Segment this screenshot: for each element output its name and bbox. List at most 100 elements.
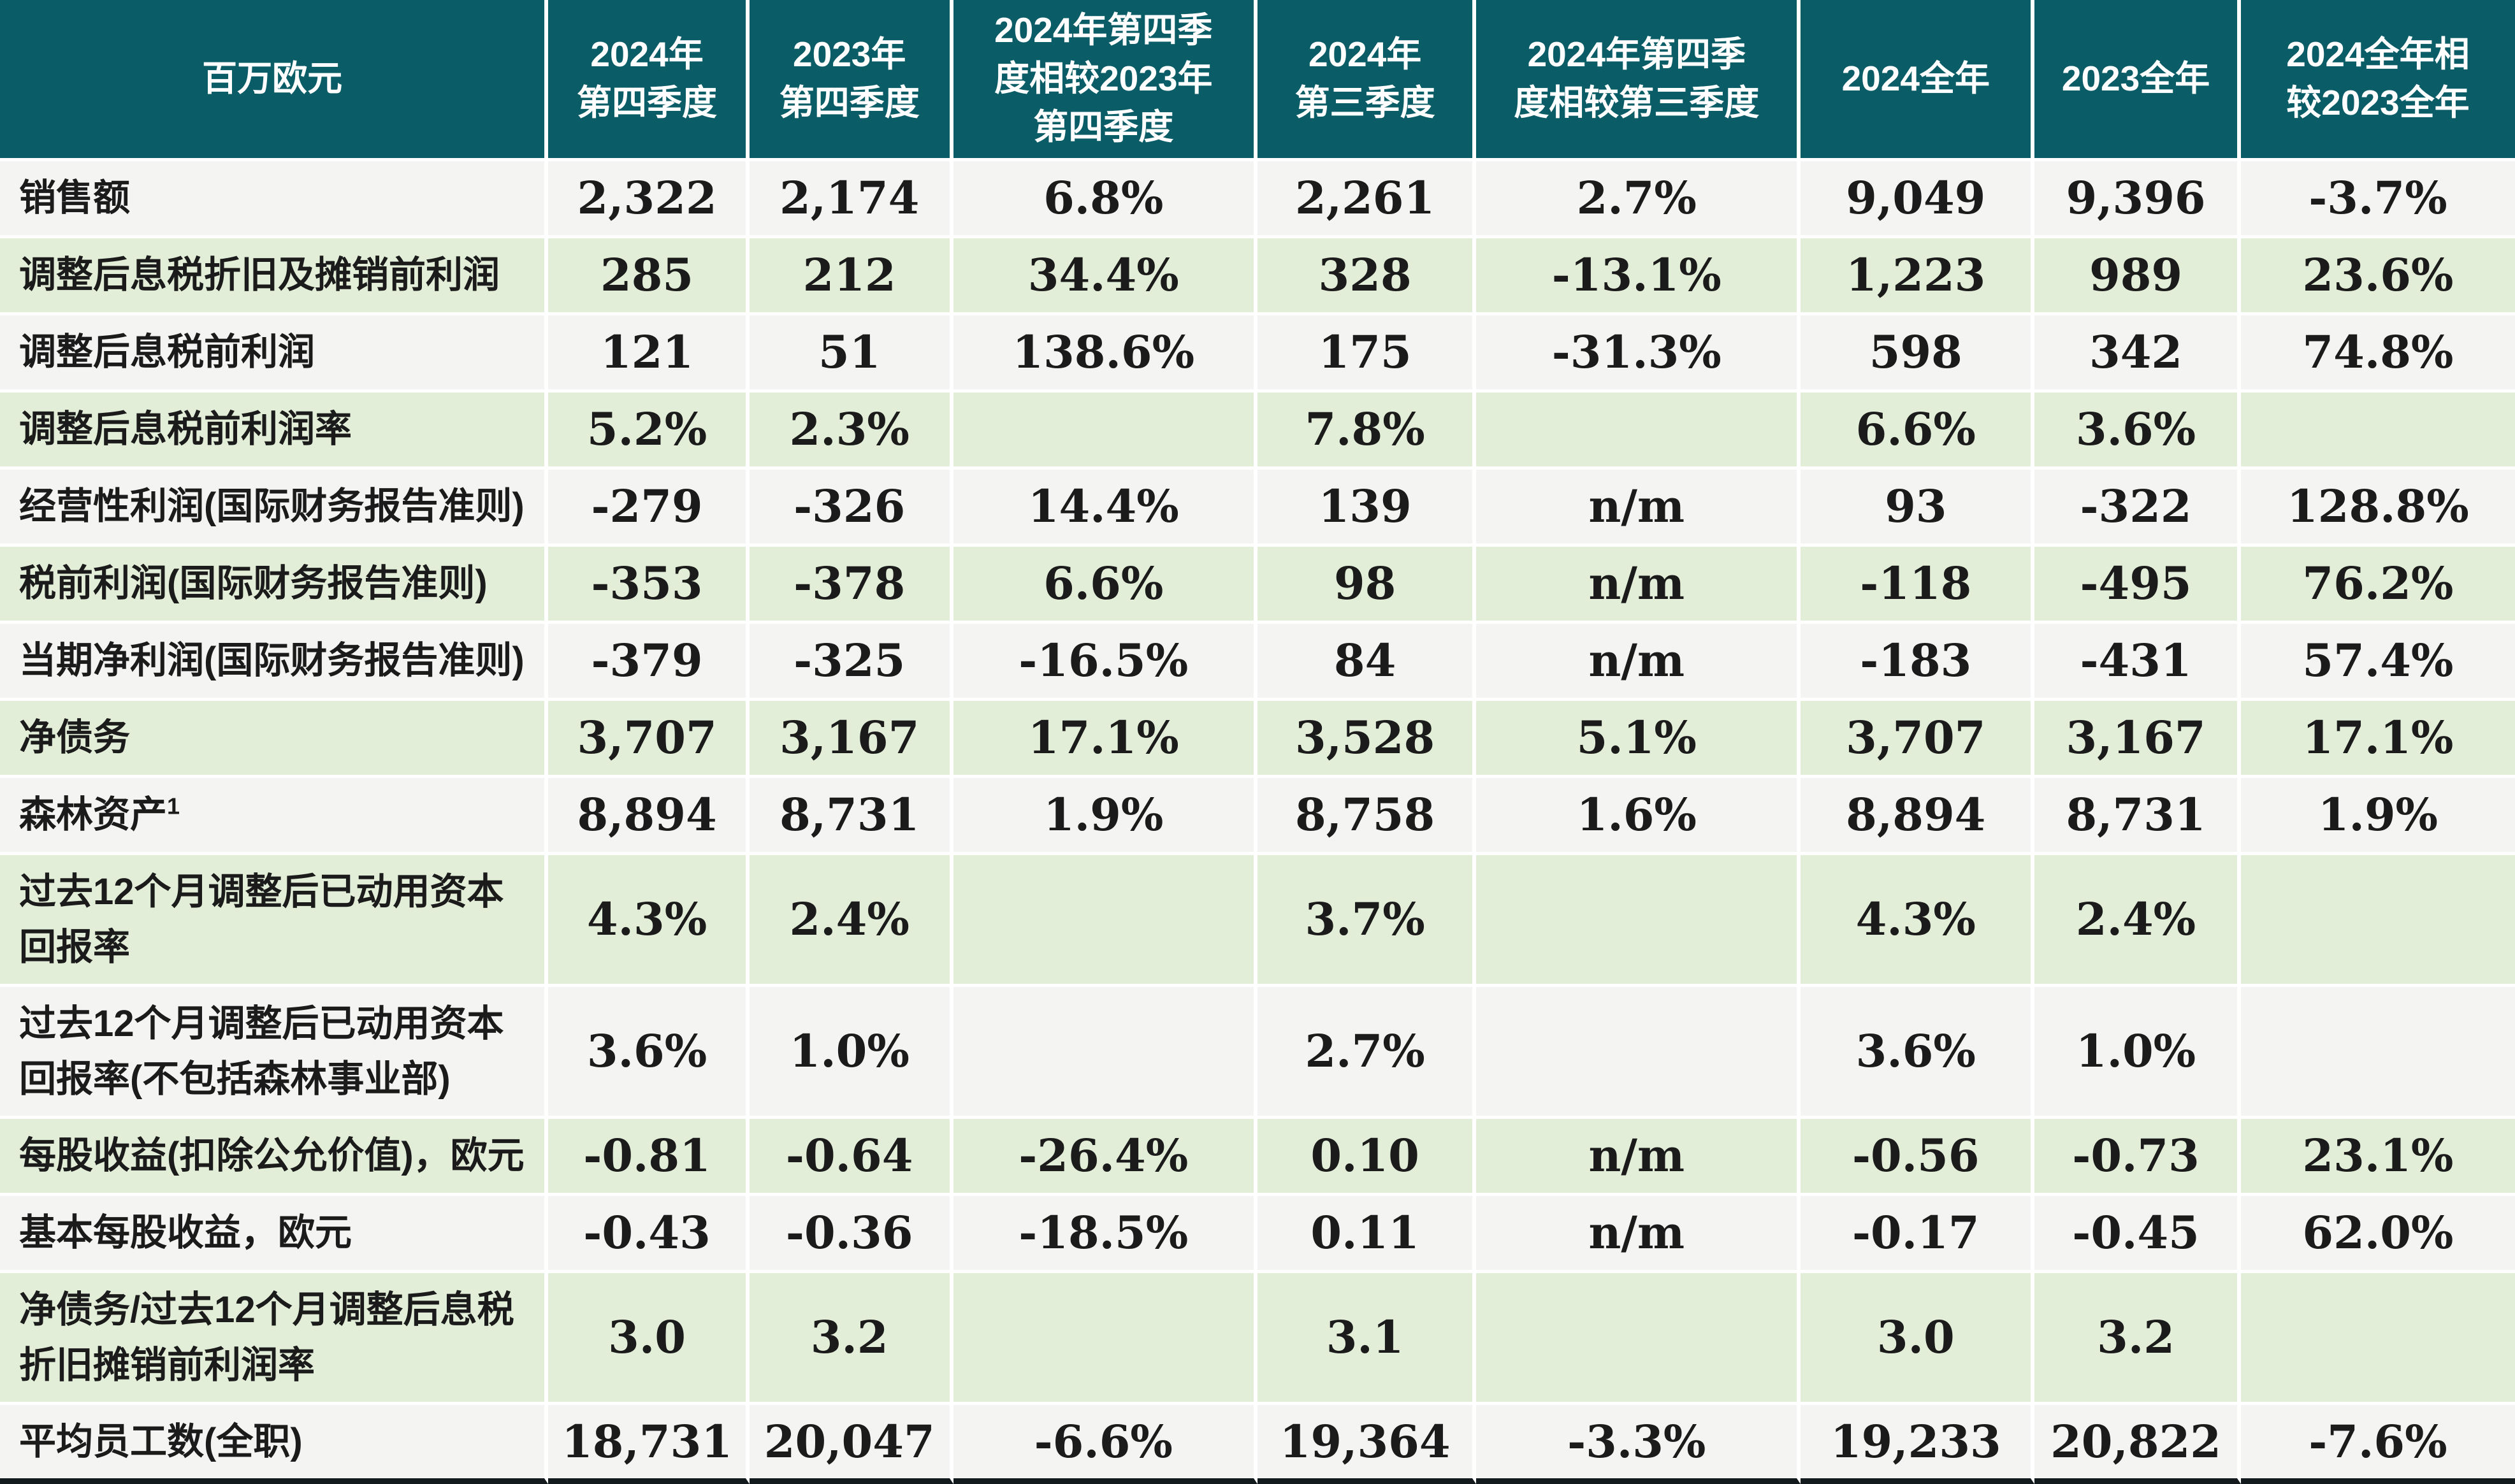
row-label-cell: 调整后息税前利润 xyxy=(0,315,549,393)
value-cell: -7.6% xyxy=(2240,1404,2515,1484)
value-cell: 8,894 xyxy=(548,777,750,855)
row-label-cell: 基本每股收益，欧元 xyxy=(0,1195,549,1273)
row-label: 净债务/过去12个月调整后息税 折旧摊销前利润率 xyxy=(19,1288,514,1386)
value-cell: 2,174 xyxy=(749,161,953,238)
row-label: 调整后息税折旧及摊销前利润 xyxy=(19,254,500,296)
value-cell: -0.56 xyxy=(1801,1118,2035,1196)
row-label: 每股收益(扣除公允价值)，欧元 xyxy=(19,1135,525,1177)
row-label-cell: 过去12个月调整后已动用资本 回报率 xyxy=(0,854,549,987)
value-cell: -3.7% xyxy=(2240,161,2515,238)
row-label-cell: 森林资产1 xyxy=(0,777,549,855)
value-cell: 6.6% xyxy=(953,546,1258,624)
table-body: 销售额 2,322 2,174 6.8% 2,261 2.7% 9,049 9,… xyxy=(0,161,2515,1484)
value-cell: 3.2 xyxy=(749,1272,953,1405)
row-label-cell: 调整后息税折旧及摊销前利润 xyxy=(0,238,549,315)
row-label: 过去12个月调整后已动用资本 回报率(不包括森林事业部) xyxy=(19,1002,504,1100)
value-cell xyxy=(2240,1272,2515,1405)
value-cell: 3.6% xyxy=(1801,986,2035,1119)
value-cell xyxy=(1476,854,1801,987)
value-cell: 4.3% xyxy=(1801,854,2035,987)
value-cell: -0.64 xyxy=(749,1118,953,1196)
value-cell: -378 xyxy=(749,546,953,624)
value-cell: 18,731 xyxy=(548,1404,750,1484)
table-header: 百万欧元 2024年 第四季度 2023年 第四季度 2024年第四季 度相较2… xyxy=(0,0,2515,161)
value-cell: 3.1 xyxy=(1257,1272,1477,1405)
row-label-cell: 销售额 xyxy=(0,161,549,238)
value-cell xyxy=(1476,1272,1801,1405)
header-cell-q4-vs-q4: 2024年第四季 度相较2023年 第四季度 xyxy=(953,0,1258,161)
value-cell: -431 xyxy=(2034,623,2241,701)
row-label: 过去12个月调整后已动用资本 回报率 xyxy=(19,870,504,968)
value-cell: 3,707 xyxy=(548,700,750,778)
value-cell: 6.6% xyxy=(1801,392,2035,470)
value-cell: 3,528 xyxy=(1257,700,1477,778)
value-cell: 17.1% xyxy=(2240,700,2515,778)
value-cell: 98 xyxy=(1257,546,1477,624)
value-cell xyxy=(2240,854,2515,987)
value-cell: -0.81 xyxy=(548,1118,750,1196)
value-cell: 20,047 xyxy=(749,1404,953,1484)
row-label: 净债务 xyxy=(19,717,131,759)
value-cell: 20,822 xyxy=(2034,1404,2241,1484)
value-cell: 1.9% xyxy=(953,777,1258,855)
value-cell xyxy=(953,986,1258,1119)
row-label-cell: 当期净利润(国际财务报告准则) xyxy=(0,623,549,701)
value-cell: 14.4% xyxy=(953,469,1258,547)
value-cell: n/m xyxy=(1476,469,1801,547)
value-cell: 23.6% xyxy=(2240,238,2515,315)
value-cell: 2,322 xyxy=(548,161,750,238)
table-row: 税前利润(国际财务报告准则) -353 -378 6.6% 98 n/m -11… xyxy=(0,546,2515,624)
table-row: 经营性利润(国际财务报告准则) -279 -326 14.4% 139 n/m … xyxy=(0,469,2515,547)
value-cell: 3.7% xyxy=(1257,854,1477,987)
table-row: 销售额 2,322 2,174 6.8% 2,261 2.7% 9,049 9,… xyxy=(0,161,2515,238)
value-cell: n/m xyxy=(1476,623,1801,701)
value-cell: 8,894 xyxy=(1801,777,2035,855)
value-cell: -6.6% xyxy=(953,1404,1258,1484)
value-cell: 2.4% xyxy=(749,854,953,987)
value-cell: 342 xyxy=(2034,315,2241,393)
value-cell: -495 xyxy=(2034,546,2241,624)
header-cell-q4-2023: 2023年 第四季度 xyxy=(749,0,953,161)
value-cell: n/m xyxy=(1476,1118,1801,1196)
table-row: 过去12个月调整后已动用资本 回报率(不包括森林事业部) 3.6% 1.0% 2… xyxy=(0,986,2515,1119)
table-row: 调整后息税折旧及摊销前利润 285 212 34.4% 328 -13.1% 1… xyxy=(0,238,2515,315)
row-label-cell: 平均员工数(全职) xyxy=(0,1404,549,1484)
value-cell: 8,758 xyxy=(1257,777,1477,855)
value-cell: 57.4% xyxy=(2240,623,2515,701)
table-row: 每股收益(扣除公允价值)，欧元 -0.81 -0.64 -26.4% 0.10 … xyxy=(0,1118,2515,1196)
value-cell: 285 xyxy=(548,238,750,315)
value-cell: -18.5% xyxy=(953,1195,1258,1273)
value-cell: 0.11 xyxy=(1257,1195,1477,1273)
value-cell: 34.4% xyxy=(953,238,1258,315)
value-cell: -26.4% xyxy=(953,1118,1258,1196)
value-cell: -13.1% xyxy=(1476,238,1801,315)
value-cell: 3,167 xyxy=(2034,700,2241,778)
value-cell: 4.3% xyxy=(548,854,750,987)
value-cell: 2.3% xyxy=(749,392,953,470)
value-cell: 3.6% xyxy=(2034,392,2241,470)
value-cell: 62.0% xyxy=(2240,1195,2515,1273)
row-label: 调整后息税前利润率 xyxy=(19,408,352,450)
header-cell-fy-vs-fy: 2024全年相 较2023全年 xyxy=(2240,0,2515,161)
row-label-cell: 净债务 xyxy=(0,700,549,778)
value-cell: 76.2% xyxy=(2240,546,2515,624)
value-cell: 9,049 xyxy=(1801,161,2035,238)
value-cell: 93 xyxy=(1801,469,2035,547)
value-cell: -0.45 xyxy=(2034,1195,2241,1273)
header-cell-fy-2023: 2023全年 xyxy=(2034,0,2241,161)
table-row: 森林资产1 8,894 8,731 1.9% 8,758 1.6% 8,894 … xyxy=(0,777,2515,855)
value-cell: -326 xyxy=(749,469,953,547)
value-cell: -16.5% xyxy=(953,623,1258,701)
value-cell: -0.17 xyxy=(1801,1195,2035,1273)
header-cell-fy-2024: 2024全年 xyxy=(1801,0,2035,161)
value-cell: -353 xyxy=(548,546,750,624)
value-cell: -31.3% xyxy=(1476,315,1801,393)
value-cell: 3,167 xyxy=(749,700,953,778)
value-cell: 17.1% xyxy=(953,700,1258,778)
value-cell: -325 xyxy=(749,623,953,701)
value-cell: -118 xyxy=(1801,546,2035,624)
row-label-cell: 经营性利润(国际财务报告准则) xyxy=(0,469,549,547)
value-cell xyxy=(953,854,1258,987)
value-cell: 19,233 xyxy=(1801,1404,2035,1484)
